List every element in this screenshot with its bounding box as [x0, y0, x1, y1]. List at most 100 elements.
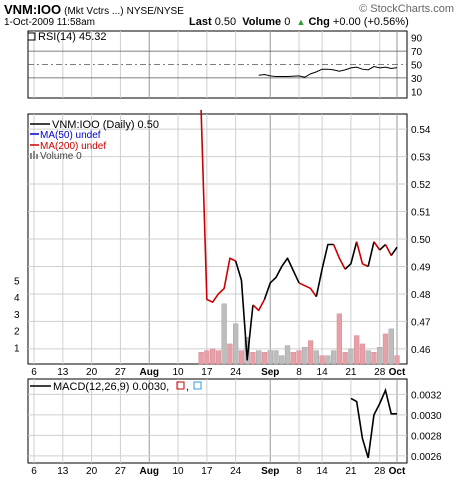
volume-bar: [354, 335, 360, 365]
chg-value: +0.00 (+0.56%): [332, 16, 409, 28]
x-tick-label: 13: [57, 466, 69, 477]
volume-bar: [302, 347, 308, 365]
price-tick-label: 0.47: [411, 317, 431, 328]
x-tick-label: 14: [317, 466, 329, 477]
price-tick-label: 0.46: [411, 345, 431, 356]
x-tick-label: Aug: [140, 466, 159, 477]
volume-bar: [204, 350, 210, 365]
red-box-icon: [176, 381, 185, 390]
x-tick-label: 20: [86, 367, 98, 378]
chart-datetime: 1-Oct-2009 11:58am: [4, 17, 95, 28]
symbol-label: VNM:IOO: [4, 2, 62, 17]
price-legend: VNM:IOO (Daily) 0.50: [52, 119, 159, 131]
exchange-label: NYSE/NYSE: [126, 6, 184, 17]
macd-tick-label: 0.0028: [411, 431, 442, 442]
volume-bar: [330, 350, 337, 365]
x-tick-label: 21: [345, 466, 357, 477]
x-tick-label: 24: [230, 466, 242, 477]
x-tick-label: 8: [296, 367, 302, 378]
blue-box-icon: [193, 381, 202, 390]
volume-bar: [221, 303, 227, 365]
rsi-tick-label: 90: [411, 34, 423, 45]
macd-tick-label: 0.0030: [411, 411, 442, 422]
volume-bar: [371, 352, 377, 365]
volume-bar: [284, 345, 291, 365]
x-tick-label: Oct: [389, 367, 406, 378]
volume-label: Volume: [242, 16, 282, 28]
x-tick-label: 27: [115, 367, 127, 378]
price-line-segment: [263, 257, 300, 300]
price-tick-label: 0.48: [411, 290, 431, 301]
macd-frame: [27, 378, 408, 464]
volume-bar: [377, 347, 383, 365]
x-tick-label: 17: [201, 367, 213, 378]
x-tick-label: Sep: [261, 367, 279, 378]
price-tick-label: 0.49: [411, 262, 431, 273]
rsi-tick-label: 50: [411, 61, 423, 72]
x-tick-label: 28: [374, 367, 386, 378]
price-line-segment: [234, 260, 254, 361]
volume-bar: [267, 350, 273, 365]
volume-bar: [261, 352, 268, 365]
volume-bar: [238, 350, 245, 365]
macd-tick-label: 0.0026: [411, 452, 442, 463]
volume-bar: [359, 343, 366, 365]
volume-bar: [215, 350, 222, 365]
volume-bar: [342, 352, 348, 365]
macd-line: [350, 387, 397, 459]
x-tick-label: 21: [345, 367, 357, 378]
volume-bar: [233, 323, 239, 365]
x-tick-label: 27: [115, 466, 127, 477]
volume-value: 0: [284, 16, 291, 28]
price-line-segment: [332, 244, 346, 270]
volume-bar: [250, 352, 256, 365]
price-line-segment: [200, 109, 237, 303]
x-tick-label: 20: [86, 466, 98, 477]
volume-bar: [296, 350, 302, 365]
x-tick-label: 28: [374, 466, 386, 477]
volume-bar: [319, 355, 325, 365]
x-tick-label: 17: [201, 466, 213, 477]
macd-legend: MACD(12,26,9) 0.0030,: [53, 381, 169, 393]
volume-bar: [325, 355, 331, 365]
ma200-legend: MA(200) undef: [40, 141, 106, 152]
x-tick-label: Aug: [140, 367, 159, 378]
volume-bar: [256, 350, 262, 365]
rsi-tick-label: 70: [411, 47, 423, 58]
price-line-segment: [298, 282, 317, 298]
panel-frames: [27, 30, 408, 464]
volume-bar: [394, 355, 400, 365]
rsi-tick-label: 30: [411, 74, 423, 85]
x-tick-label: 13: [57, 367, 69, 378]
volume-legend-swatch: [30, 151, 38, 159]
up-arrow-icon: ▲: [296, 17, 306, 27]
last-label: Last: [189, 16, 212, 28]
x-tick-label: Sep: [261, 466, 279, 477]
volume-bar: [227, 343, 233, 365]
volume-bars: [198, 303, 400, 365]
x-tick-label: 6: [31, 466, 37, 477]
ma50-legend: MA(50) undef: [40, 130, 101, 141]
volume-bar: [279, 355, 285, 365]
volume-bar: [348, 348, 354, 365]
price-tick-label: 0.53: [411, 153, 431, 164]
price-tick-label: 0.54: [411, 125, 431, 136]
price-panel: VNM:IOO (Daily) 0.50 MA(50) undef MA(200…: [30, 109, 398, 361]
volume-bar: [365, 350, 371, 365]
volume-bar: [307, 340, 314, 365]
price-line-segment: [315, 243, 334, 297]
quote-summary: Last 0.50 Volume 0 ▲ Chg +0.00 (+0.56%): [189, 16, 409, 28]
macd-legend-comma: ,: [186, 381, 189, 393]
volume-bar: [313, 350, 319, 365]
x-tick-label: 6: [31, 367, 37, 378]
price-line-segment: [384, 244, 392, 256]
price-line-segment: [379, 243, 387, 251]
stockcharts-watermark: © StockCharts.com: [359, 3, 454, 15]
macd-panel: MACD(12,26,9) 0.0030, ,: [30, 381, 397, 459]
volume-bar: [290, 352, 296, 365]
price-tick-label: 0.52: [411, 180, 431, 191]
price-line-segment: [252, 299, 266, 312]
x-tick-label: 8: [296, 466, 302, 477]
rsi-tick-label: 10: [411, 87, 423, 98]
